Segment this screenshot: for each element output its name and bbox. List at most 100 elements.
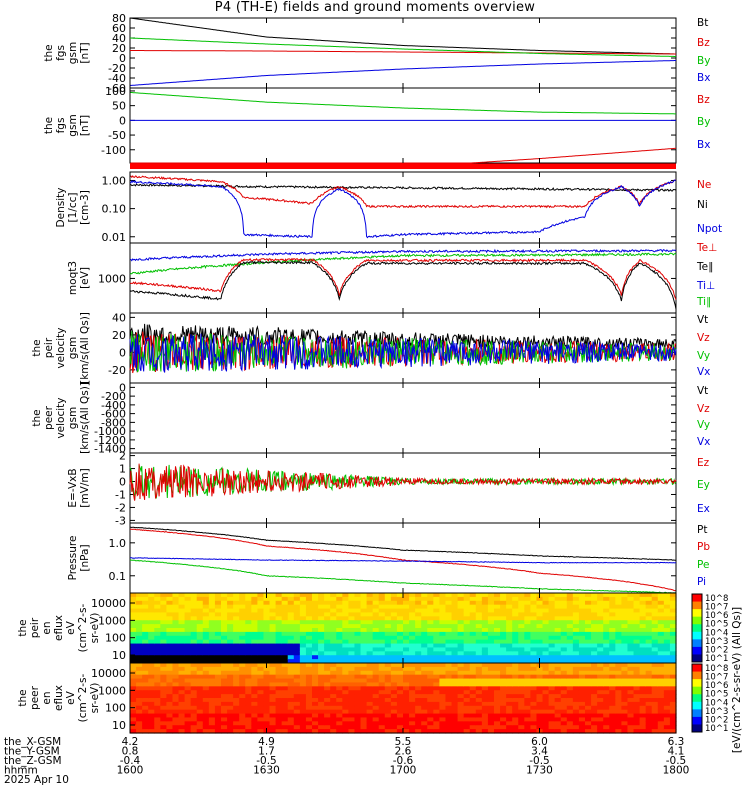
spectrogram-cell [269,655,277,660]
spectrogram-cell [396,631,404,637]
spectrogram-cell [560,729,568,734]
spectrogram-cell [136,686,143,691]
spectrogram-cell [142,596,149,602]
spectrogram-cell [512,651,519,656]
spectrogram-cell [463,729,471,734]
spectrogram-cell [312,643,319,649]
spectrogram-cell [330,682,337,687]
spectrogram-cell [585,628,592,633]
spectrogram-cell [360,682,368,687]
spectrogram-cell [463,721,471,726]
spectrogram-cell [318,694,325,699]
spectrogram-cell [518,721,525,726]
spectrogram-cell [148,600,155,606]
spectrogram-cell [299,729,307,734]
spectrogram-cell [603,694,610,699]
spectrogram-cell [354,725,362,730]
spectrogram-cell [591,612,598,617]
spectrogram-cell [633,725,641,730]
spectrogram-cell [657,635,665,641]
spectrogram-cell [396,674,404,680]
spectrogram-cell [293,663,301,668]
spectrogram-cell [269,717,277,722]
spectrogram-cell [142,682,149,687]
spectrogram-cell [669,698,677,703]
spectrogram-cell [633,670,641,676]
spectrogram-cell [360,647,368,652]
y-tick-label: 0 [119,114,126,127]
spectrogram-cell [269,670,277,676]
spectrogram-cell [366,682,374,687]
spectrogram-cell [293,593,301,598]
spectrogram-cell [136,593,143,598]
spectrogram-cell [233,612,240,617]
spectrogram-cell [233,596,240,602]
spectrogram-cell [148,628,155,633]
spectrogram-cell [481,674,489,680]
spectrogram-cell [481,620,489,625]
spectrogram-cell [409,678,416,684]
spectrogram-cell [506,729,513,734]
spectrogram-cell [591,655,598,660]
spectrogram-cell [421,705,428,711]
spectrogram-cell [214,659,222,664]
spectrogram-cell [378,663,386,668]
spectrogram-cell [469,713,477,719]
spectrogram-cell [609,643,616,649]
colorbar-peir-frame [691,593,703,663]
spectrogram-cell [403,604,410,610]
spectrogram-cell [245,616,252,621]
spectrogram-cell [591,701,598,707]
spectrogram-cell [487,651,495,656]
spectrogram-cell [585,729,592,734]
spectrogram-cell [196,612,204,617]
spectrogram-cell [166,674,174,680]
spectrogram-cell [663,694,671,699]
spectrogram-cell [233,690,240,695]
spectrogram-cell [542,604,550,610]
spectrogram-cell [312,701,319,707]
spectrogram-cell [312,608,319,614]
spectrogram-cell [372,639,380,645]
spectrogram-cell [305,647,313,652]
spectrogram-cell [312,713,319,719]
spectrogram-cell [257,608,265,614]
spectrogram-cell [318,713,325,719]
spectrogram-cell [184,678,192,684]
spectrogram-cell [305,651,313,656]
spectrogram-cell [148,635,155,641]
spectrogram-cell [439,694,447,699]
spectrogram-cell [500,678,507,684]
spectrogram-cell [324,628,331,633]
spectrogram-cell [506,631,513,637]
spectrogram-cell [560,639,568,645]
spectrogram-cell [245,624,252,629]
spectrogram-cell [202,729,210,734]
spectrogram-cell [560,593,568,598]
spectrogram-cell [324,729,331,734]
spectrogram-cell [403,596,410,602]
spectrogram-cell [221,639,228,645]
spectrogram-cell [481,705,489,711]
spectrogram-cell [154,616,161,621]
spectrogram-cell [269,628,277,633]
spectrogram-cell [257,604,265,610]
spectrogram-cell [360,635,368,641]
spectrogram-cell [621,612,629,617]
footer-value: 1600 [117,765,144,777]
spectrogram-cell [227,596,234,602]
spectrogram-cell [305,670,313,676]
spectrogram-cell [196,705,204,711]
spectrogram-cell [318,635,325,641]
spectrogram-cell [245,725,252,730]
spectrogram-cell [415,616,422,621]
spectrogram-cell [506,717,513,722]
spectrogram-cell [233,635,240,641]
spectrogram-cell [597,701,604,707]
spectrogram-cell [305,600,313,606]
spectrogram-cell [324,639,331,645]
spectrogram-cell [475,596,483,602]
spectrogram-cell [366,628,374,633]
spectrogram-cell [524,725,531,730]
spectrogram-cell [172,698,180,703]
